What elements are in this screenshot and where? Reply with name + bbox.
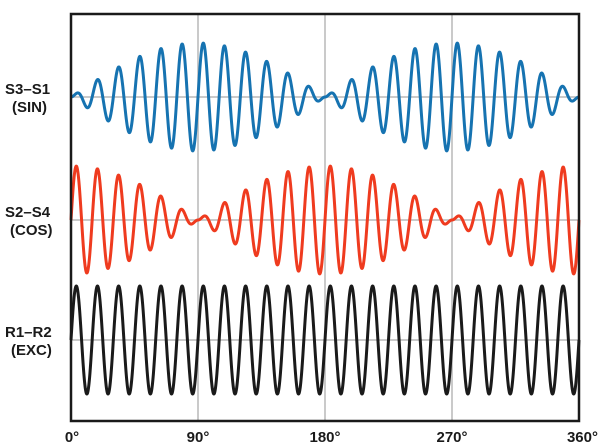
x-tick-label: 270°: [436, 429, 467, 446]
series-label-cos-name: S2–S4: [5, 204, 51, 221]
series-label-cos-sub: (COS): [10, 222, 53, 239]
x-axis-ticks: 0° 90° 180° 270° 360°: [65, 429, 598, 446]
x-tick-label: 180°: [309, 429, 340, 446]
series-line-exc: [69, 284, 581, 396]
x-tick-label: 0°: [65, 429, 79, 446]
series-label-exc-name: R1–R2: [5, 324, 52, 341]
series-label-sin-name: S3–S1: [5, 81, 50, 98]
x-tick-label: 360°: [567, 429, 598, 446]
series-label-sin-sub: (SIN): [12, 99, 47, 116]
series-line-cos: [69, 164, 581, 276]
x-tick-label: 90°: [187, 429, 210, 446]
series-label-exc-sub: (EXC): [11, 342, 52, 359]
series-line-sin: [69, 41, 581, 153]
plot-frame: [69, 12, 581, 423]
traces: [69, 41, 581, 396]
